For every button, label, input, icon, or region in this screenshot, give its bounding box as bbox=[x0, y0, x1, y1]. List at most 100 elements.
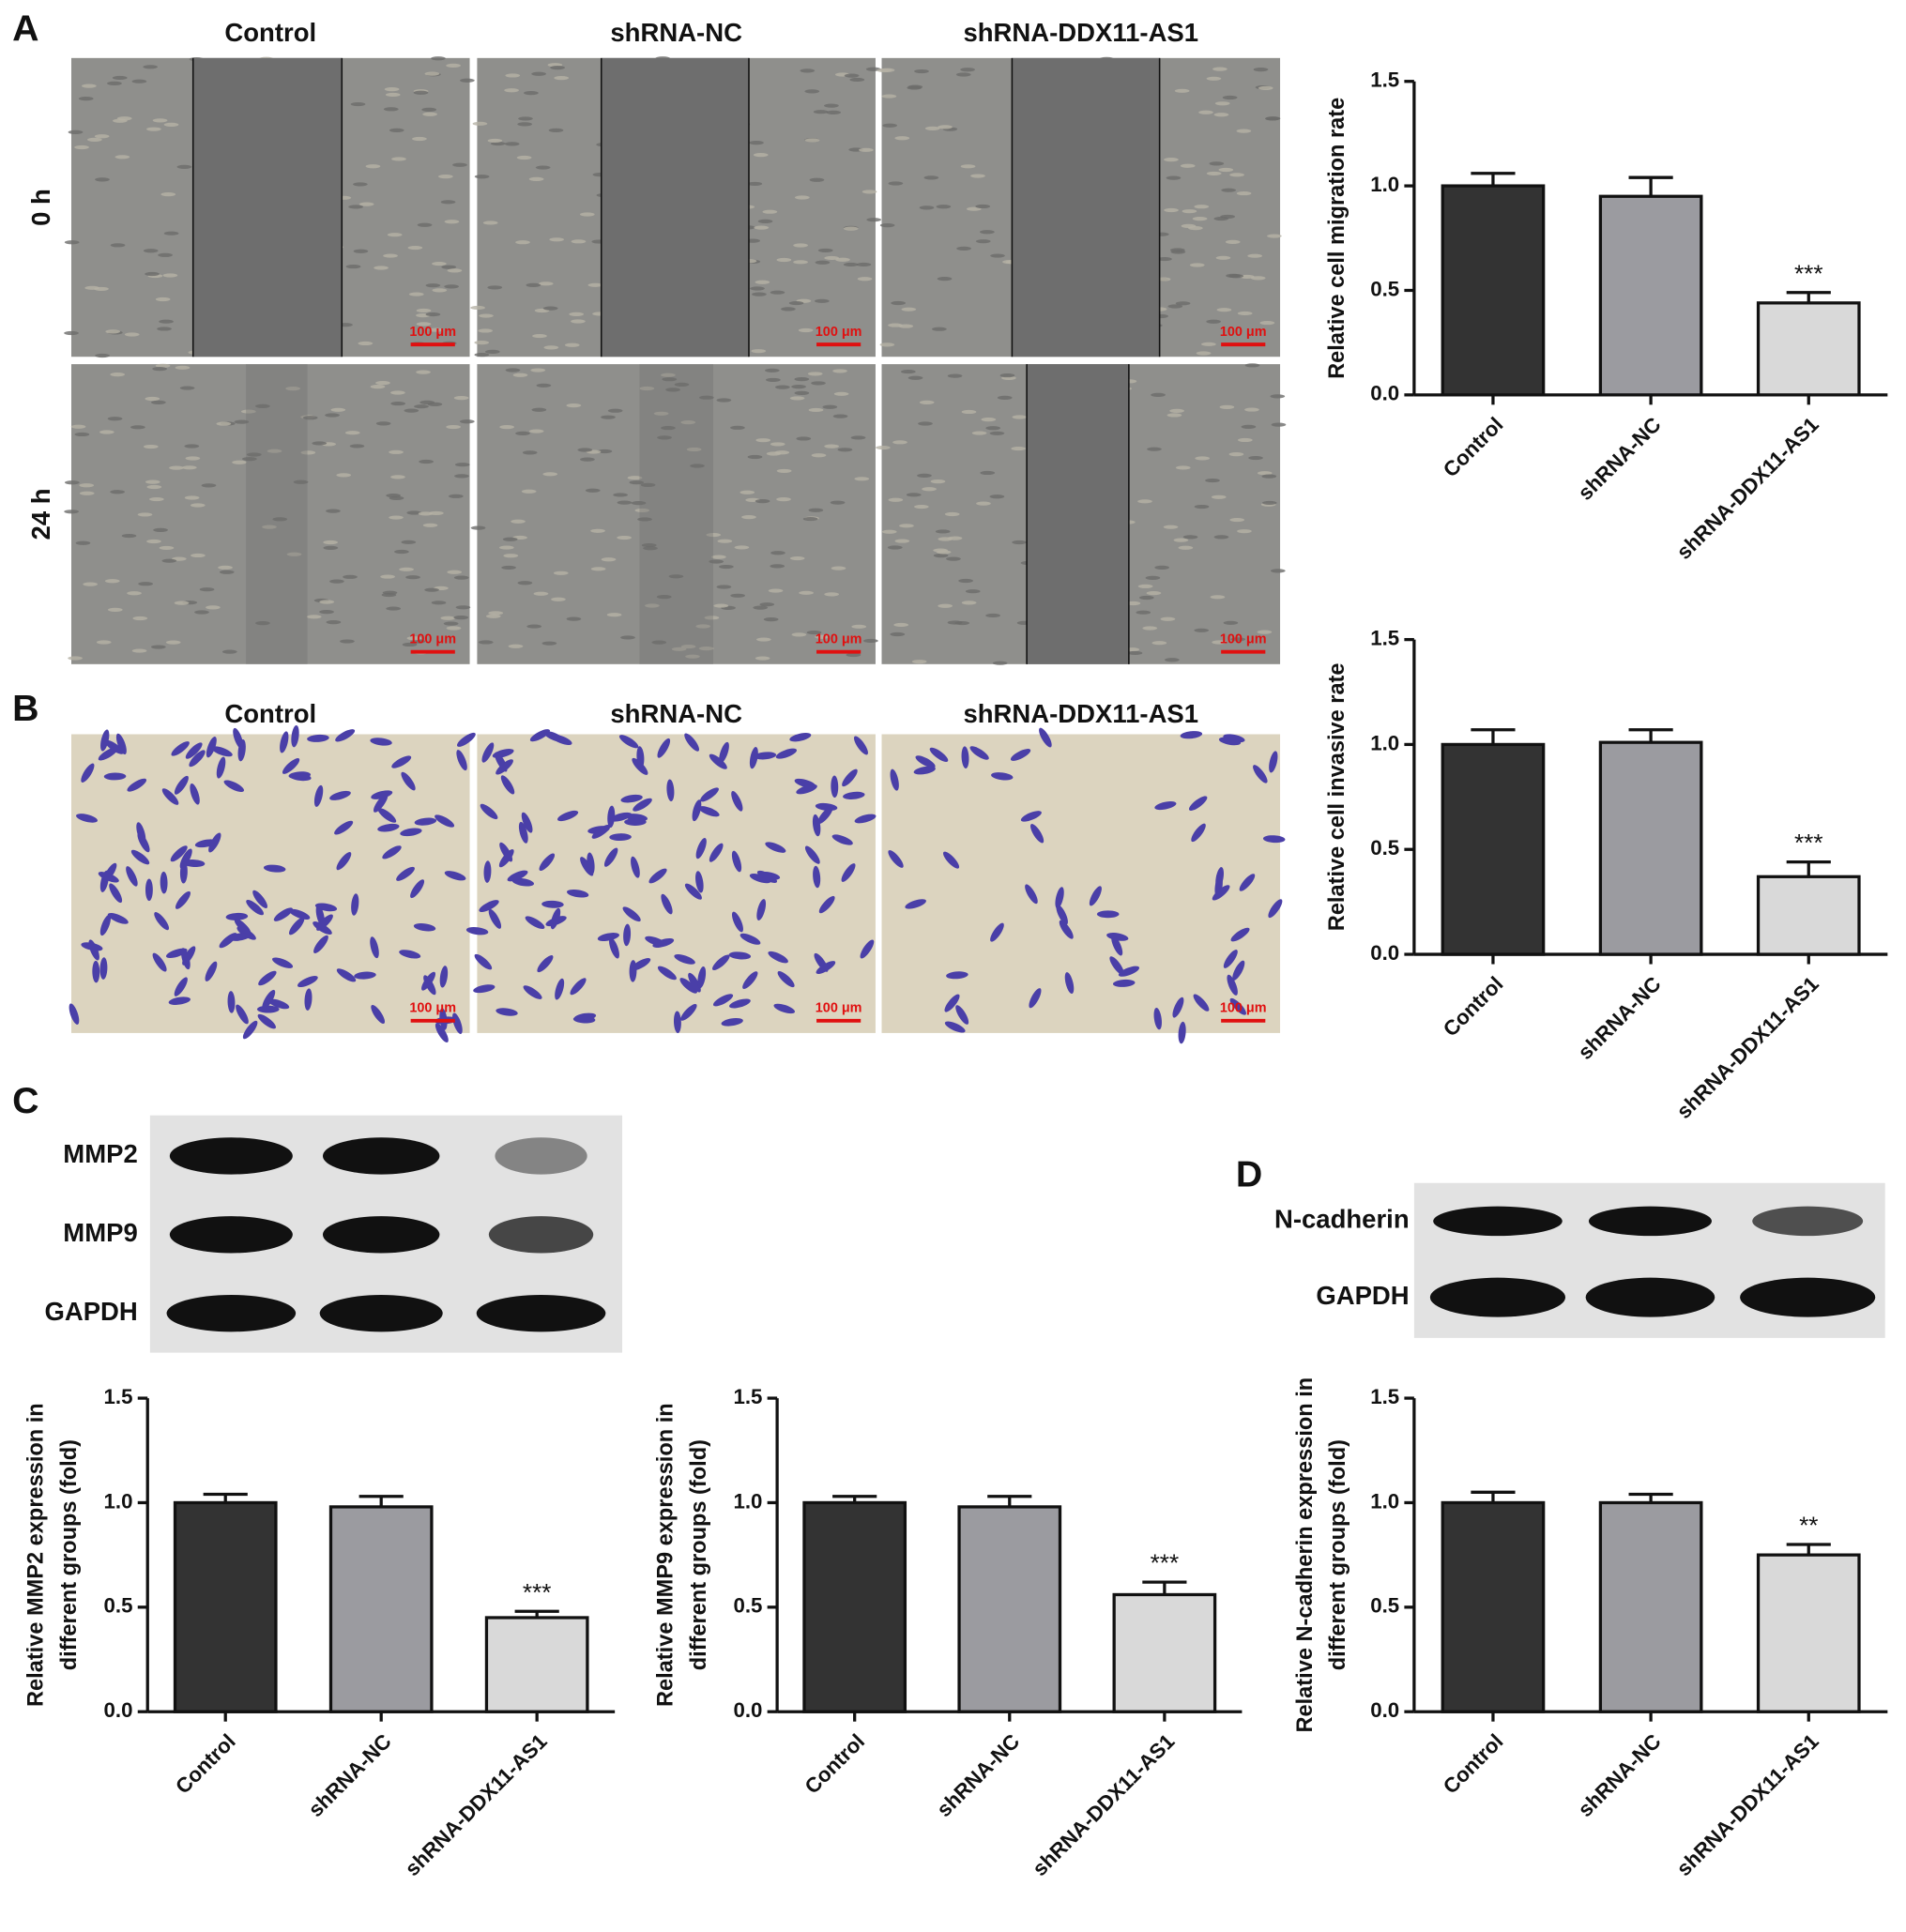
y-tick-label: 0.5 bbox=[733, 1594, 762, 1618]
cell bbox=[273, 907, 293, 921]
cell bbox=[1142, 626, 1158, 631]
cell bbox=[1210, 595, 1226, 600]
cell bbox=[890, 631, 906, 637]
cell bbox=[623, 923, 632, 947]
cell bbox=[709, 753, 727, 769]
cell bbox=[695, 838, 707, 860]
cell bbox=[749, 747, 758, 769]
bar bbox=[1112, 1592, 1217, 1713]
cell bbox=[168, 996, 191, 1005]
cell bbox=[731, 791, 743, 812]
cell bbox=[545, 916, 567, 927]
cell bbox=[391, 157, 406, 161]
cell bbox=[151, 400, 166, 404]
cell bbox=[688, 972, 701, 993]
cell bbox=[389, 128, 404, 132]
cell bbox=[496, 1008, 518, 1016]
x-tick-label: shRNA-NC bbox=[304, 1729, 396, 1821]
cell bbox=[766, 451, 782, 456]
cell bbox=[531, 71, 546, 76]
cell bbox=[944, 994, 960, 1012]
y-tick-label: 0.0 bbox=[104, 1698, 133, 1722]
cell bbox=[455, 605, 471, 610]
cell bbox=[538, 281, 554, 286]
cell bbox=[1163, 525, 1179, 529]
cell bbox=[716, 398, 732, 403]
cell bbox=[789, 396, 805, 401]
cell bbox=[1106, 933, 1129, 941]
cell bbox=[182, 946, 196, 966]
cell bbox=[730, 593, 745, 598]
cell bbox=[439, 966, 449, 988]
cell bbox=[1261, 474, 1277, 479]
cell bbox=[530, 368, 546, 373]
cell bbox=[242, 1020, 258, 1040]
cell bbox=[651, 640, 667, 645]
cell bbox=[104, 739, 124, 754]
cell bbox=[1180, 731, 1203, 739]
cell bbox=[329, 790, 351, 800]
bar-chart: 0.0 0.5 1.0 1.5 Relative cell invasive rate C… bbox=[1324, 627, 1888, 1123]
cell bbox=[1230, 927, 1250, 942]
scale-bar-label: 100 μm bbox=[1220, 631, 1267, 647]
cell bbox=[375, 381, 390, 386]
cell bbox=[1188, 225, 1203, 231]
cell bbox=[770, 551, 785, 555]
cell bbox=[1064, 972, 1075, 995]
cell bbox=[1029, 988, 1042, 1009]
cell bbox=[966, 206, 982, 211]
cell bbox=[831, 566, 846, 570]
column-label: shRNA-DDX11-AS1 bbox=[963, 699, 1198, 728]
cell bbox=[146, 539, 161, 544]
cell bbox=[1206, 319, 1222, 324]
cell bbox=[353, 249, 369, 253]
cell bbox=[587, 282, 603, 287]
cell bbox=[919, 400, 935, 404]
cell bbox=[175, 365, 191, 370]
band bbox=[166, 1295, 297, 1332]
cell bbox=[756, 899, 767, 920]
cell bbox=[211, 746, 233, 757]
cell bbox=[685, 654, 700, 659]
bar-chart: 0.0 0.5 1.0 1.5 Relative MMP9 expression in d… bbox=[652, 1385, 1243, 1880]
cell bbox=[862, 190, 877, 194]
band bbox=[1752, 1206, 1864, 1237]
cell bbox=[319, 610, 334, 615]
cell bbox=[1151, 392, 1166, 397]
cell bbox=[1247, 253, 1263, 258]
cell bbox=[712, 954, 730, 971]
cell bbox=[152, 118, 168, 123]
cell bbox=[881, 529, 897, 534]
cell bbox=[329, 579, 344, 584]
cell bbox=[679, 978, 697, 994]
cell bbox=[124, 332, 140, 337]
y-tick-label: 1.5 bbox=[733, 1385, 762, 1408]
cell bbox=[336, 473, 352, 478]
cell bbox=[453, 616, 469, 620]
cell bbox=[1267, 234, 1282, 238]
cell bbox=[981, 418, 997, 422]
cell bbox=[286, 552, 302, 556]
cell bbox=[1089, 886, 1102, 906]
cell bbox=[888, 850, 904, 868]
y-tick-label: 1.0 bbox=[1370, 731, 1399, 754]
cell bbox=[1011, 446, 1027, 451]
significance-label: *** bbox=[1794, 829, 1823, 857]
cell bbox=[282, 758, 300, 774]
cell bbox=[793, 243, 808, 248]
cell bbox=[414, 817, 437, 826]
cell bbox=[1059, 920, 1074, 939]
cell bbox=[716, 585, 732, 589]
cell bbox=[684, 883, 702, 900]
bar bbox=[1441, 742, 1546, 956]
cell bbox=[78, 97, 94, 101]
cell bbox=[985, 426, 1001, 431]
cell bbox=[241, 409, 256, 414]
cell bbox=[446, 424, 461, 430]
cell bbox=[802, 516, 818, 522]
cell bbox=[554, 76, 570, 81]
cell bbox=[152, 367, 168, 372]
cell bbox=[1178, 545, 1194, 550]
cell bbox=[776, 497, 791, 502]
cell bbox=[521, 812, 533, 833]
